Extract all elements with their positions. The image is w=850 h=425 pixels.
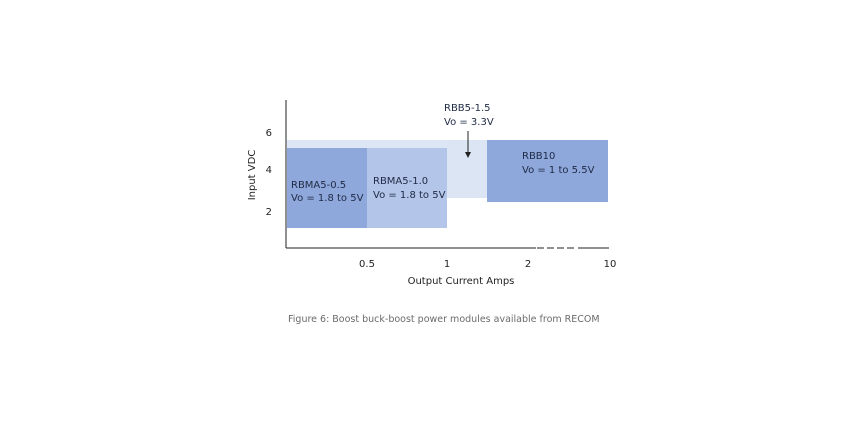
y-tick-label: 6: [266, 128, 272, 139]
y-tick-label: 2: [266, 207, 272, 218]
region-label-rbma5-1-0: RBMA5-1.0: [373, 176, 428, 187]
x-tick-label: 1: [444, 259, 450, 270]
x-tick-label: 0.5: [359, 259, 375, 270]
region-label-rbma5-0-5: RBMA5-0.5: [291, 180, 346, 191]
x-tick-label: 10: [604, 259, 617, 270]
region-rbb5-1-5: [447, 140, 487, 198]
annotation-arrow-head: [465, 152, 471, 158]
region-sublabel-rbb5-1-5: Vo = 3.3V: [444, 117, 494, 128]
figure-caption: Figure 6: Boost buck-boost power modules…: [288, 314, 600, 325]
region-sublabel-rbma5-1-0: Vo = 1.8 to 5V: [373, 190, 446, 201]
x-axis-title: Output Current Amps: [408, 276, 515, 287]
region-rbma5-1-0: [367, 148, 447, 228]
region-label-rbb5-1-5: RBB5-1.5: [444, 103, 491, 114]
y-tick-label: 4: [266, 165, 272, 176]
background-band: [287, 140, 487, 150]
y-axis-title: Input VDC: [247, 150, 258, 201]
region-sublabel-rbb10: Vo = 1 to 5.5V: [522, 165, 595, 176]
region-sublabel-rbma5-0-5: Vo = 1.8 to 5V: [291, 193, 364, 204]
region-rbma5-0-5: [287, 148, 367, 228]
region-rbb10: [487, 140, 608, 202]
x-tick-label: 2: [525, 259, 531, 270]
region-label-rbb10: RBB10: [522, 151, 555, 162]
